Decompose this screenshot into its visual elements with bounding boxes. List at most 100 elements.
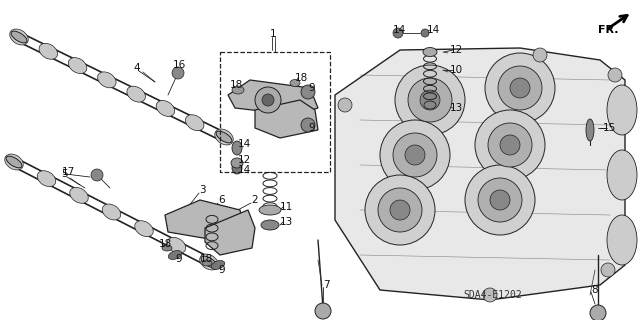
Text: 13: 13 xyxy=(450,103,463,113)
Circle shape xyxy=(590,305,606,320)
Ellipse shape xyxy=(10,29,28,45)
Polygon shape xyxy=(165,200,245,240)
Circle shape xyxy=(380,120,450,190)
Text: 9: 9 xyxy=(308,83,315,93)
Ellipse shape xyxy=(11,31,27,43)
Text: 14: 14 xyxy=(238,165,252,175)
Text: 18: 18 xyxy=(200,254,213,264)
Ellipse shape xyxy=(186,115,204,131)
Ellipse shape xyxy=(167,237,186,253)
Circle shape xyxy=(533,48,547,62)
Ellipse shape xyxy=(39,43,58,59)
Polygon shape xyxy=(335,48,625,300)
Ellipse shape xyxy=(231,158,243,168)
Text: 3: 3 xyxy=(199,185,205,195)
Ellipse shape xyxy=(200,254,218,270)
Text: 13: 13 xyxy=(280,217,293,227)
Text: 11: 11 xyxy=(280,202,293,212)
Text: 18: 18 xyxy=(295,73,308,83)
Circle shape xyxy=(405,145,425,165)
Ellipse shape xyxy=(211,260,225,269)
Text: 18: 18 xyxy=(230,80,243,90)
Ellipse shape xyxy=(102,204,121,220)
Text: FR.: FR. xyxy=(598,25,618,35)
Text: SDA4-E1202: SDA4-E1202 xyxy=(463,290,522,300)
Ellipse shape xyxy=(201,256,217,268)
Circle shape xyxy=(490,190,510,210)
Ellipse shape xyxy=(607,215,637,265)
Circle shape xyxy=(301,118,315,132)
Ellipse shape xyxy=(156,100,175,116)
Circle shape xyxy=(510,78,530,98)
Circle shape xyxy=(500,135,520,155)
Circle shape xyxy=(338,98,352,112)
Circle shape xyxy=(365,175,435,245)
Text: 5: 5 xyxy=(61,169,68,179)
Ellipse shape xyxy=(607,150,637,200)
Ellipse shape xyxy=(259,205,281,215)
Ellipse shape xyxy=(215,129,233,145)
Text: 15: 15 xyxy=(603,123,616,133)
Text: 9: 9 xyxy=(308,123,315,133)
Circle shape xyxy=(601,263,615,277)
Text: 2: 2 xyxy=(251,195,258,205)
Ellipse shape xyxy=(98,72,116,88)
Ellipse shape xyxy=(202,260,212,266)
Circle shape xyxy=(378,188,422,232)
Circle shape xyxy=(485,53,555,123)
Ellipse shape xyxy=(68,58,87,74)
Polygon shape xyxy=(228,80,318,115)
Circle shape xyxy=(255,87,281,113)
Ellipse shape xyxy=(232,86,244,94)
Circle shape xyxy=(421,29,429,37)
Ellipse shape xyxy=(290,79,300,86)
Ellipse shape xyxy=(37,171,56,187)
Circle shape xyxy=(608,68,622,82)
Circle shape xyxy=(393,133,437,177)
Circle shape xyxy=(408,78,452,122)
Circle shape xyxy=(172,67,184,79)
Text: 9: 9 xyxy=(218,265,225,275)
Text: 18: 18 xyxy=(159,239,172,249)
Text: 9: 9 xyxy=(175,254,182,264)
Ellipse shape xyxy=(232,162,242,174)
Text: 14: 14 xyxy=(393,25,406,35)
Ellipse shape xyxy=(261,220,279,230)
Polygon shape xyxy=(255,100,318,138)
Ellipse shape xyxy=(216,131,232,143)
Circle shape xyxy=(483,288,497,302)
Text: 7: 7 xyxy=(323,280,330,290)
Text: 14: 14 xyxy=(427,25,440,35)
Text: 6: 6 xyxy=(218,195,225,205)
Circle shape xyxy=(393,28,403,38)
Ellipse shape xyxy=(607,85,637,135)
Circle shape xyxy=(390,200,410,220)
Circle shape xyxy=(301,85,315,99)
Ellipse shape xyxy=(424,101,436,109)
Circle shape xyxy=(91,169,103,181)
Ellipse shape xyxy=(232,141,242,155)
Circle shape xyxy=(488,123,532,167)
Ellipse shape xyxy=(70,188,88,203)
Text: 16: 16 xyxy=(173,60,186,70)
Polygon shape xyxy=(205,210,255,255)
Text: 12: 12 xyxy=(238,155,252,165)
Ellipse shape xyxy=(586,119,594,141)
Ellipse shape xyxy=(162,245,172,251)
Ellipse shape xyxy=(4,154,23,170)
Circle shape xyxy=(498,66,542,110)
Ellipse shape xyxy=(6,156,22,168)
Circle shape xyxy=(315,303,331,319)
Text: 4: 4 xyxy=(133,63,140,73)
Text: 8: 8 xyxy=(591,285,598,295)
Circle shape xyxy=(465,165,535,235)
Circle shape xyxy=(395,65,465,135)
Text: 1: 1 xyxy=(270,29,276,39)
Circle shape xyxy=(478,178,522,222)
Ellipse shape xyxy=(168,251,182,260)
Ellipse shape xyxy=(423,47,437,57)
Text: 10: 10 xyxy=(450,65,463,75)
Text: 17: 17 xyxy=(62,167,76,177)
Text: 14: 14 xyxy=(238,139,252,149)
Ellipse shape xyxy=(127,86,145,102)
